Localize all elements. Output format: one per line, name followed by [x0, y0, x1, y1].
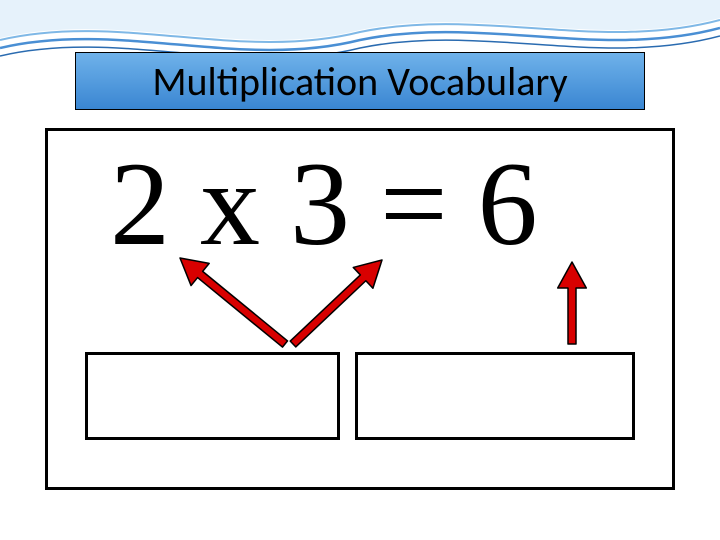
slide: Multiplication Vocabulary 2 x 3 = 6	[0, 0, 720, 540]
arrows	[0, 0, 720, 540]
blank-box-product	[355, 352, 635, 440]
blank-box-factors	[85, 352, 340, 440]
